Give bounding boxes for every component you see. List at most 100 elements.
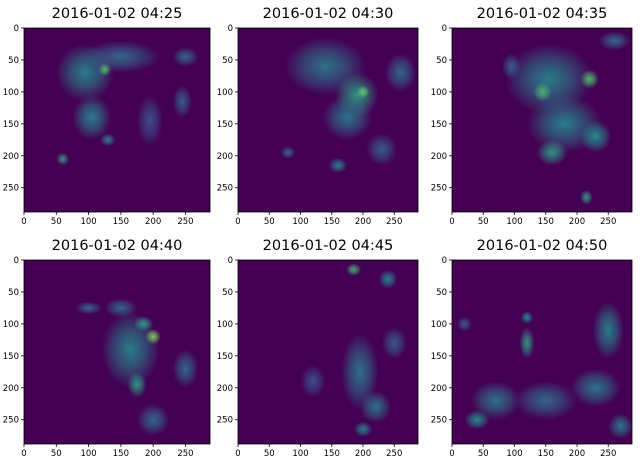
- intensity-blob: [570, 368, 621, 407]
- intensity-blob: [519, 327, 535, 360]
- intensity-blob: [520, 311, 534, 324]
- y-tick-label: 150: [217, 352, 233, 362]
- y-tick-label: 150: [3, 352, 19, 362]
- intensity-blob: [381, 327, 407, 360]
- y-tick-label: 150: [431, 352, 447, 362]
- y-tick-label: 150: [217, 120, 233, 130]
- x-tick-label: 250: [600, 449, 616, 459]
- y-tick-label: 100: [3, 320, 19, 330]
- intensity-blob: [592, 301, 624, 360]
- y-tick-label: 250: [431, 416, 447, 426]
- intensity-blob: [75, 301, 102, 315]
- intensity-blob: [300, 365, 326, 398]
- intensity-blob: [104, 298, 138, 318]
- y-tick-label: 100: [431, 88, 447, 98]
- x-tick-label: 50: [478, 217, 489, 227]
- y-tick-label: 250: [3, 416, 19, 426]
- x-tick-label: 200: [355, 217, 371, 227]
- plot-frame: [237, 259, 419, 445]
- y-tick-label: 50: [222, 56, 233, 66]
- y-tick-label: 150: [3, 120, 19, 130]
- intensity-blob: [137, 95, 163, 147]
- intensity-blob: [341, 333, 379, 411]
- y-tick-label: 0: [14, 24, 19, 34]
- intensity-blob: [608, 413, 632, 439]
- intensity-blob: [359, 390, 392, 423]
- intensity-blob: [328, 157, 348, 174]
- y-tick-label: 100: [431, 320, 447, 330]
- x-tick-label: 200: [355, 449, 371, 459]
- intensity-blob: [127, 371, 147, 398]
- heatmap-3: 0 50 100 150 200 250 0 50 100 150 200 250: [431, 24, 633, 227]
- panel-title: 2016-01-02 04:40: [51, 238, 183, 254]
- heatmap-field: [56, 40, 199, 166]
- x-tick-label: 50: [51, 449, 62, 459]
- intensity-blob: [346, 263, 362, 276]
- intensity-blob: [536, 139, 568, 166]
- y-tick-label: 200: [431, 384, 447, 394]
- x-tick-label: 100: [292, 449, 308, 459]
- plot-frame: [237, 27, 419, 213]
- intensity-blob: [172, 349, 199, 388]
- intensity-blob: [470, 381, 521, 420]
- panel-title: 2016-01-02 04:30: [262, 6, 394, 22]
- x-tick-label: 100: [80, 217, 96, 227]
- intensity-blob: [580, 189, 593, 205]
- y-tick-label: 200: [3, 152, 19, 162]
- y-tick-label: 50: [222, 288, 233, 298]
- intensity-blob: [464, 410, 490, 430]
- intensity-blob: [514, 381, 577, 420]
- x-tick-label: 50: [478, 449, 489, 459]
- intensity-blob: [356, 85, 370, 99]
- intensity-blob: [580, 120, 612, 153]
- y-tick-label: 50: [436, 288, 447, 298]
- heatmap-5: 0 50 100 150 200 250 0 50 100 150 200 250: [217, 256, 419, 459]
- x-tick-label: 150: [324, 449, 340, 459]
- x-tick-label: 50: [264, 449, 275, 459]
- x-tick-label: 250: [386, 449, 402, 459]
- y-tick-label: 150: [431, 120, 447, 130]
- heatmap-1: 0 50 100 150 200 250 0 50 100 150 200 250: [3, 24, 211, 227]
- heatmap-field: [280, 37, 417, 174]
- panel-title: 2016-01-02 04:25: [51, 6, 183, 22]
- x-tick-label: 200: [569, 449, 585, 459]
- x-tick-label: 0: [449, 217, 454, 227]
- y-tick-label: 200: [217, 384, 233, 394]
- intensity-blob: [457, 316, 472, 332]
- intensity-blob: [82, 40, 160, 73]
- heatmap-field: [502, 31, 631, 205]
- x-tick-label: 250: [177, 217, 193, 227]
- heatmap-field: [75, 298, 199, 436]
- x-tick-label: 250: [600, 217, 616, 227]
- x-tick-label: 200: [145, 217, 161, 227]
- intensity-blob: [145, 329, 161, 345]
- x-tick-label: 100: [506, 217, 522, 227]
- x-tick-label: 100: [506, 449, 522, 459]
- y-tick-label: 250: [217, 416, 233, 426]
- x-tick-label: 0: [449, 449, 454, 459]
- intensity-blob: [384, 53, 417, 92]
- y-tick-label: 200: [431, 152, 447, 162]
- y-tick-label: 0: [442, 24, 447, 34]
- intensity-blob: [580, 69, 599, 89]
- y-tick-label: 100: [217, 320, 233, 330]
- x-tick-label: 200: [145, 449, 161, 459]
- intensity-blob: [137, 403, 170, 436]
- intensity-blob: [100, 133, 116, 147]
- intensity-blob: [172, 85, 192, 118]
- x-tick-label: 100: [292, 217, 308, 227]
- y-tick-label: 250: [431, 184, 447, 194]
- intensity-blob: [366, 133, 398, 166]
- intensity-blob: [280, 146, 296, 159]
- intensity-blob: [598, 31, 631, 51]
- y-tick-label: 250: [217, 184, 233, 194]
- x-tick-label: 200: [569, 217, 585, 227]
- x-tick-label: 150: [113, 449, 129, 459]
- y-tick-label: 100: [217, 88, 233, 98]
- plot-frame: [451, 27, 633, 213]
- x-tick-label: 0: [21, 217, 26, 227]
- x-tick-label: 0: [21, 449, 26, 459]
- y-tick-label: 0: [14, 256, 19, 266]
- x-tick-label: 150: [538, 449, 554, 459]
- x-tick-label: 250: [386, 217, 402, 227]
